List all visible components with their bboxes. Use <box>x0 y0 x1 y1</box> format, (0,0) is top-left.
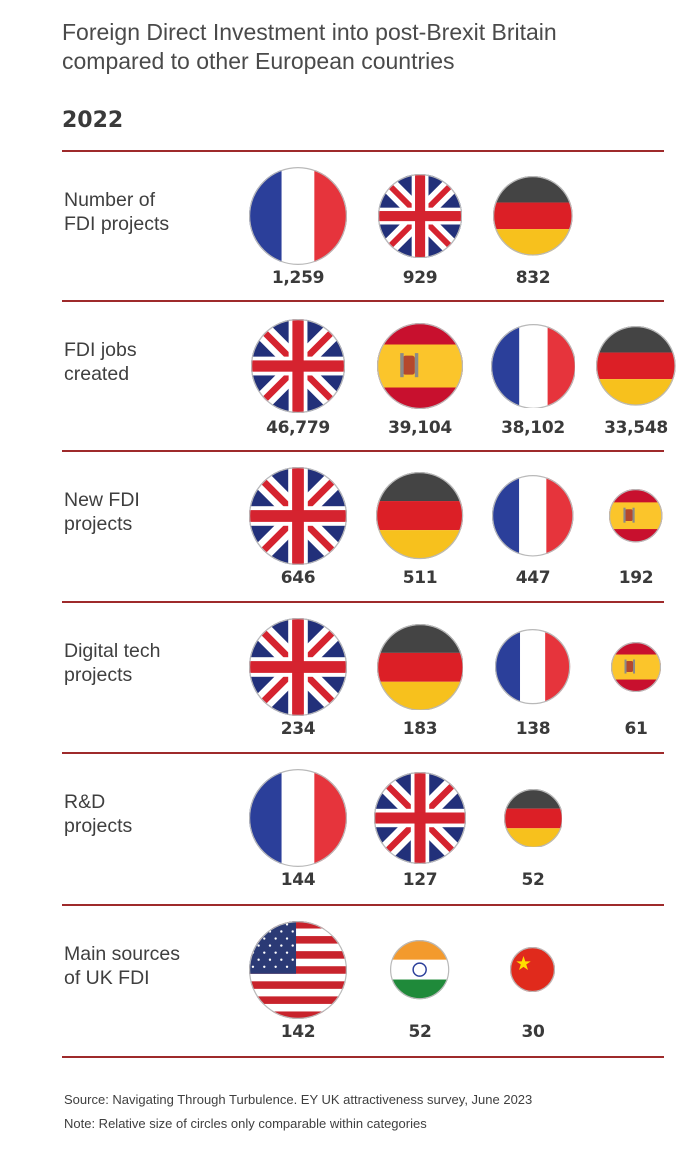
flag-uk-circle <box>373 771 466 869</box>
value-label: 646 <box>280 568 316 588</box>
value-label: 33,548 <box>604 418 668 438</box>
flag-china-circle <box>510 947 556 997</box>
value-label: 511 <box>402 568 438 588</box>
category-label: Digital tech projects <box>64 640 161 686</box>
flag-usa-circle <box>248 920 348 1024</box>
value-label: 46,779 <box>266 418 330 438</box>
value-label: 832 <box>515 268 551 288</box>
value-label: 183 <box>402 719 438 739</box>
value-label: 192 <box>618 568 654 588</box>
value-label: 52 <box>521 870 545 890</box>
year-label: 2022 <box>62 108 124 133</box>
chart-title: Foreign Direct Investment into post-Brex… <box>62 19 557 74</box>
flag-spain-circle <box>376 322 464 414</box>
value-label: 234 <box>280 719 316 739</box>
category-label: FDI jobs created <box>64 339 137 385</box>
value-label: 138 <box>515 719 551 739</box>
flag-spain-circle <box>610 641 661 697</box>
category-label: New FDI projects <box>64 489 140 535</box>
row-divider <box>62 1056 664 1058</box>
row-divider <box>62 450 664 452</box>
value-label: 127 <box>402 870 438 890</box>
value-label: 52 <box>408 1022 432 1042</box>
flag-france-circle <box>248 166 348 270</box>
category-label: Main sources of UK FDI <box>64 943 180 989</box>
value-label: 39,104 <box>388 418 452 438</box>
flag-india-circle <box>390 940 450 1004</box>
flag-germany-circle <box>376 623 464 716</box>
category-label: Number of FDI projects <box>64 189 170 235</box>
flag-spain-circle <box>609 489 663 547</box>
value-label: 142 <box>280 1022 316 1042</box>
row-divider <box>62 300 664 302</box>
flag-germany-circle <box>503 788 563 853</box>
flag-france-circle <box>492 475 574 562</box>
flag-uk-circle <box>250 318 346 418</box>
flag-france-circle <box>490 323 576 414</box>
category-label: R&D projects <box>64 791 133 837</box>
flag-uk-circle <box>248 617 348 721</box>
flag-germany-circle <box>596 326 676 411</box>
source-note: Source: Navigating Through Turbulence. E… <box>64 1092 533 1107</box>
size-note: Note: Relative size of circles only comp… <box>64 1116 427 1131</box>
value-label: 144 <box>280 870 316 890</box>
row-divider <box>62 752 664 754</box>
row-divider <box>62 601 664 603</box>
flag-uk-circle <box>248 466 348 570</box>
row-divider <box>62 150 664 152</box>
flag-uk-circle <box>377 173 463 263</box>
value-label: 447 <box>515 568 551 588</box>
value-label: 1,259 <box>271 268 325 288</box>
value-label: 929 <box>402 268 438 288</box>
flag-france-circle <box>495 629 571 709</box>
flag-germany-circle <box>493 176 573 261</box>
value-label: 61 <box>624 719 648 739</box>
flag-germany-circle <box>376 472 464 564</box>
flag-france-circle <box>248 768 348 872</box>
value-label: 38,102 <box>501 418 565 438</box>
row-divider <box>62 904 664 906</box>
value-label: 30 <box>521 1022 545 1042</box>
